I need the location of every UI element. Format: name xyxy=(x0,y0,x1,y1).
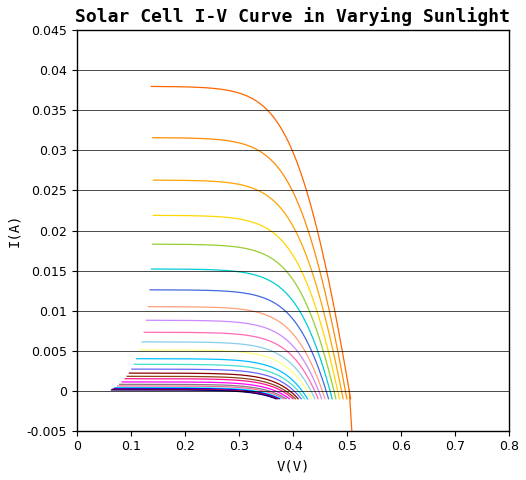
X-axis label: V(V): V(V) xyxy=(276,459,310,473)
Title: Solar Cell I-V Curve in Varying Sunlight: Solar Cell I-V Curve in Varying Sunlight xyxy=(75,7,510,26)
Y-axis label: I(A): I(A) xyxy=(7,214,21,247)
